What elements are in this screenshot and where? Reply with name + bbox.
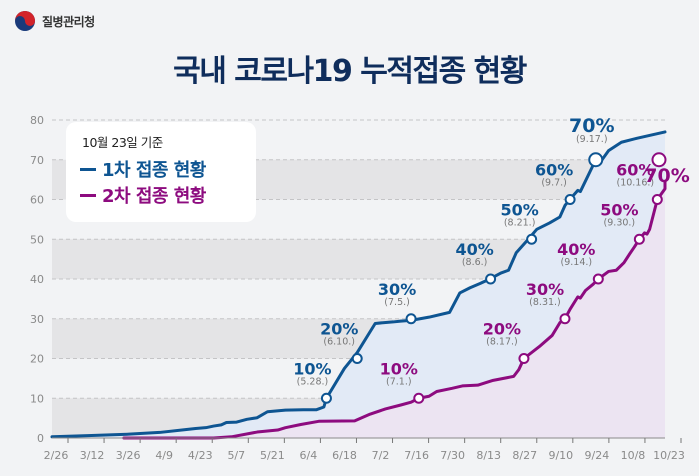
milestone-percent-label: 30%	[378, 280, 416, 299]
milestone-marker	[405, 313, 417, 325]
milestone-date-label: (7.1.)	[386, 376, 412, 387]
y-tick-label: 20	[30, 353, 44, 366]
x-tick-label: 9/24	[585, 449, 610, 462]
legend-item-dose1: 1차 접종 현황	[80, 156, 206, 182]
milestone-percent-label: 50%	[500, 200, 538, 219]
x-tick-label: 5/21	[260, 449, 285, 462]
milestone-percent-label: 70%	[644, 165, 689, 187]
milestone-date-label: (5.28.)	[297, 376, 329, 387]
x-tick-label: 8/27	[512, 449, 537, 462]
milestone-marker	[633, 233, 645, 245]
milestone-percent-label: 40%	[557, 240, 595, 259]
y-axis-ticks: 0 10 20 30 40 50 60 70 80	[30, 114, 44, 445]
milestone-marker	[320, 392, 332, 404]
milestone-marker	[526, 233, 538, 245]
milestone-percent-label: 60%	[616, 161, 654, 180]
milestone-marker	[564, 194, 576, 205]
milestone-marker	[651, 194, 663, 205]
milestone-date-label: (9.14.)	[561, 257, 593, 268]
milestone-date-label: (9.30.)	[604, 217, 636, 228]
x-tick-label: 3/12	[80, 449, 105, 462]
milestone-marker	[651, 152, 667, 168]
legend-box: 10월 23일 기준 1차 접종 현황 2차 접종 현황	[66, 122, 256, 222]
legend-label-dose2: 2차 접종 현황	[102, 186, 206, 207]
y-tick-label: 80	[30, 114, 44, 127]
milestone-date-label: (7.5.)	[384, 297, 410, 308]
milestone-date-label: (10.16.)	[616, 178, 654, 189]
x-tick-label: 4/23	[188, 449, 213, 462]
x-tick-label: 8/13	[476, 449, 501, 462]
x-tick-label: 7/16	[404, 449, 429, 462]
x-tick-label: 2/26	[44, 449, 69, 462]
legend-item-dose2: 2차 접종 현황	[80, 182, 206, 208]
series-area-1	[52, 131, 665, 439]
milestone-percent-label: 10%	[293, 359, 331, 378]
milestone-marker	[518, 353, 530, 364]
milestone-percent-label: 10%	[380, 359, 418, 378]
milestone-marker	[485, 273, 497, 285]
x-tick-label: 4/9	[155, 449, 173, 462]
milestone-marker	[588, 152, 604, 168]
milestone-date-label: (6.10.)	[323, 337, 355, 348]
milestone-labels: 10%(5.28.)20%(6.10.)30%(7.5.)40%(8.6.)50…	[293, 115, 689, 388]
legend-swatch-dose1	[80, 167, 96, 171]
milestone-date-label: (8.21.)	[504, 217, 536, 228]
page-title: 국내 코로나19 누적접종 현황	[173, 54, 527, 89]
milestone-percent-label: 50%	[600, 200, 638, 219]
x-tick-label: 10/8	[621, 449, 646, 462]
milestone-percent-label: 30%	[526, 280, 564, 299]
legend-swatch-dose2	[80, 193, 96, 197]
y-tick-label: 40	[30, 273, 44, 286]
milestone-marker	[413, 392, 425, 404]
milestone-percent-label: 60%	[535, 161, 573, 180]
milestone-markers	[320, 152, 667, 404]
taegeuk-logo-icon	[15, 11, 35, 31]
y-tick-label: 50	[30, 233, 44, 246]
milestone-percent-label: 40%	[455, 240, 493, 259]
x-tick-label: 6/4	[300, 449, 318, 462]
logo: 질병관리청	[14, 10, 95, 32]
milestone-marker	[559, 313, 571, 325]
legend-as-of-date: 10월 23일 기준	[82, 135, 163, 150]
x-tick-label: 7/30	[440, 449, 465, 462]
x-tick-label: 9/10	[548, 449, 573, 462]
y-tick-label: 0	[37, 432, 44, 445]
org-name: 질병관리청	[42, 14, 95, 29]
x-tick-label: 3/26	[116, 449, 141, 462]
y-tick-label: 30	[30, 313, 44, 326]
series-area-2	[123, 159, 665, 438]
milestone-percent-label: 70%	[569, 115, 614, 137]
milestone-date-label: (9.17.)	[576, 134, 608, 145]
milestone-marker	[351, 353, 363, 364]
milestone-marker	[592, 273, 604, 285]
y-tick-label: 70	[30, 154, 44, 167]
x-axis: 2/26 3/12 3/26 4/9 4/23 5/7 5/21 6/4 6/18 7/2 7/16…	[44, 437, 685, 462]
series-areas	[52, 131, 665, 439]
legend-label-dose1: 1차 접종 현황	[102, 160, 206, 181]
milestone-date-label: (8.31.)	[529, 297, 561, 308]
x-tick-label: 6/18	[332, 449, 357, 462]
y-tick-label: 60	[30, 194, 44, 207]
milestone-percent-label: 20%	[483, 320, 521, 339]
milestone-date-label: (8.17.)	[486, 337, 518, 348]
milestone-date-label: (8.6.)	[462, 257, 488, 268]
x-tick-label: 5/7	[227, 449, 245, 462]
x-tick-label: 10/23	[653, 449, 685, 462]
milestone-date-label: (9.7.)	[541, 178, 567, 189]
y-tick-label: 10	[30, 392, 44, 405]
x-tick-label: 7/2	[372, 449, 390, 462]
milestone-percent-label: 20%	[320, 320, 358, 339]
